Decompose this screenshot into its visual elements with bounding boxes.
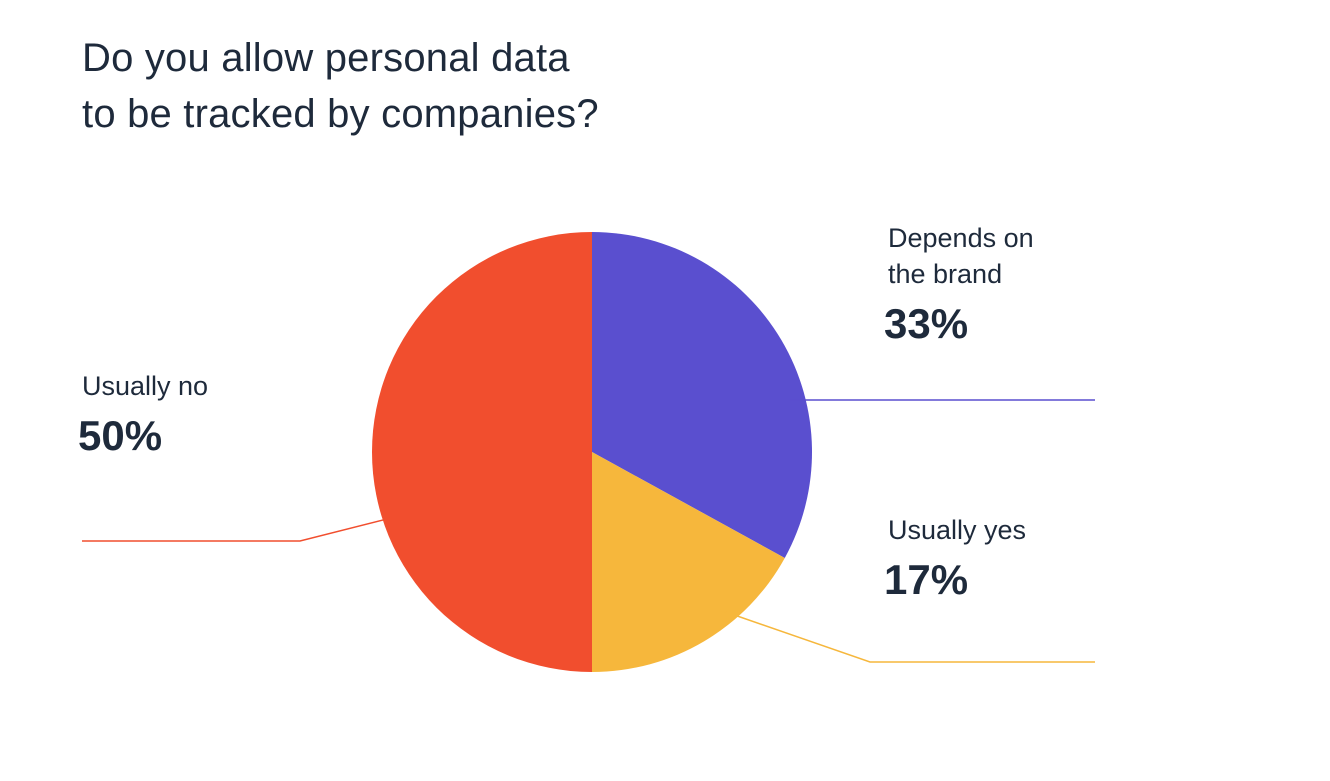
- slice-label-no: Usually no: [82, 368, 208, 404]
- pie-slice-no: [372, 232, 592, 672]
- slice-label-depends: Depends on the brand: [888, 220, 1034, 293]
- slice-value-yes: 17%: [884, 556, 968, 604]
- slice-value-depends: 33%: [884, 300, 968, 348]
- leader-line-no: [82, 517, 395, 541]
- slice-label-yes: Usually yes: [888, 512, 1026, 548]
- slice-value-no: 50%: [78, 412, 162, 460]
- leader-line-yes: [720, 610, 1095, 662]
